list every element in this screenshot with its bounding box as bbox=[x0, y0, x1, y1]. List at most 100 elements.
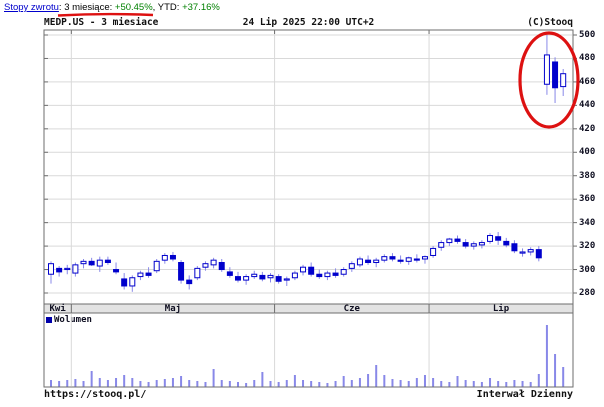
candle-body-down bbox=[275, 276, 282, 282]
volume-bar bbox=[123, 375, 126, 387]
candle-body-down bbox=[259, 274, 266, 280]
red-underline-annotation bbox=[57, 12, 154, 17]
volume-bar bbox=[253, 380, 256, 387]
ytd-label: YTD: bbox=[157, 2, 183, 13]
candle-body-down bbox=[332, 272, 339, 276]
candle-body-up bbox=[153, 260, 160, 272]
returns-header: Stopy zwrotu: 3 miesiące: +50.45%, YTD: … bbox=[4, 2, 220, 13]
candle-body-down bbox=[308, 266, 315, 275]
candle-body-up bbox=[340, 269, 347, 275]
candle-body-up bbox=[430, 247, 437, 256]
volume-bar bbox=[432, 378, 435, 387]
volume-bar bbox=[302, 380, 305, 387]
volume-bar bbox=[399, 380, 402, 387]
volume-bar bbox=[334, 381, 337, 387]
candle-body-up bbox=[202, 263, 209, 268]
candle-body-down bbox=[397, 259, 404, 262]
ytd-value: +37.16% bbox=[182, 2, 220, 13]
volume-bar bbox=[261, 372, 264, 387]
candle-body-up bbox=[137, 272, 144, 278]
candle-body-up bbox=[446, 238, 453, 244]
candle-body-up bbox=[381, 256, 388, 261]
volume-bar bbox=[537, 374, 540, 387]
volume-bar bbox=[423, 375, 426, 387]
candle-body-up bbox=[129, 277, 136, 287]
chart-title: MEDP.US - 3 miesiace bbox=[44, 17, 159, 28]
volume-bar bbox=[74, 379, 77, 387]
volume-bar bbox=[448, 382, 451, 387]
candle-body-up bbox=[161, 254, 168, 261]
returns-link[interactable]: Stopy zwrotu bbox=[4, 2, 59, 13]
candle-body-down bbox=[226, 271, 233, 276]
volume-bar bbox=[310, 381, 313, 387]
price-axis-label: 500 bbox=[579, 30, 596, 40]
volume-legend: Wolumen bbox=[46, 315, 92, 325]
candle-body-down bbox=[178, 262, 185, 281]
volume-bar bbox=[521, 381, 524, 387]
candle-body-down bbox=[413, 258, 420, 261]
volume-bar bbox=[497, 381, 500, 387]
candle-body-up bbox=[291, 272, 298, 279]
candle-body-down bbox=[316, 273, 323, 278]
candle-body-up bbox=[324, 272, 331, 278]
candle-body-down bbox=[186, 279, 193, 285]
price-axis-label: 300 bbox=[579, 264, 596, 275]
candle-body-down bbox=[511, 243, 518, 252]
candle-body-down bbox=[552, 61, 559, 89]
candle-body-up bbox=[470, 243, 477, 247]
volume-bar bbox=[196, 381, 199, 387]
volume-bar bbox=[212, 369, 215, 387]
candle-body-down bbox=[462, 242, 469, 247]
candle-body-up bbox=[210, 259, 217, 266]
month-band-frame bbox=[43, 303, 574, 314]
month-label: Cze bbox=[343, 304, 360, 314]
candle-body-up bbox=[80, 260, 87, 265]
candle-body-down bbox=[503, 240, 510, 246]
volume-pane-frame bbox=[43, 312, 574, 388]
candle-body-down bbox=[104, 259, 111, 264]
candle-body-up bbox=[348, 263, 355, 269]
month-label: Maj bbox=[164, 304, 182, 314]
candle-body-down bbox=[88, 260, 95, 266]
candle-body-up bbox=[405, 257, 412, 262]
volume-bar bbox=[383, 375, 386, 387]
volume-bar bbox=[163, 379, 166, 387]
volume-bar bbox=[505, 382, 508, 387]
volume-bar bbox=[139, 381, 142, 387]
volume-bar bbox=[180, 376, 183, 387]
interval-label: Interwał Dzienny bbox=[476, 389, 573, 400]
volume-bar bbox=[131, 378, 134, 387]
volume-bar bbox=[228, 381, 231, 387]
candle-body-up bbox=[96, 259, 103, 267]
candle-body-up bbox=[48, 263, 54, 275]
volume-bar bbox=[66, 380, 69, 387]
candle-body-down bbox=[218, 262, 225, 271]
volume-bar bbox=[285, 380, 288, 387]
returns-sep1: : bbox=[58, 2, 65, 13]
candle-body-up bbox=[72, 264, 79, 274]
price-axis-label: 400 bbox=[579, 147, 596, 158]
volume-bar bbox=[440, 381, 443, 387]
volume-bar bbox=[58, 381, 61, 387]
volume-bar bbox=[480, 382, 483, 387]
candle-body-up bbox=[527, 249, 534, 253]
candle-body-down bbox=[234, 276, 241, 281]
volume-bar bbox=[464, 380, 467, 387]
candle-body-up bbox=[267, 274, 274, 279]
volume-bar bbox=[318, 382, 321, 387]
candle-body-up bbox=[560, 73, 567, 88]
candle-body-up bbox=[438, 242, 445, 248]
month-band bbox=[44, 304, 573, 313]
volume-bar bbox=[554, 354, 557, 387]
candle-body-down bbox=[145, 272, 152, 276]
red-circle-annotation bbox=[518, 31, 580, 129]
volume-bar bbox=[293, 375, 296, 387]
chart-copyright: (C)Stooq bbox=[527, 17, 573, 28]
volume-bar bbox=[456, 376, 459, 387]
candle-body-down bbox=[389, 256, 396, 260]
candle-body-up bbox=[356, 258, 363, 266]
price-axis-label: 440 bbox=[579, 100, 596, 111]
price-axis-label: 340 bbox=[579, 217, 596, 228]
